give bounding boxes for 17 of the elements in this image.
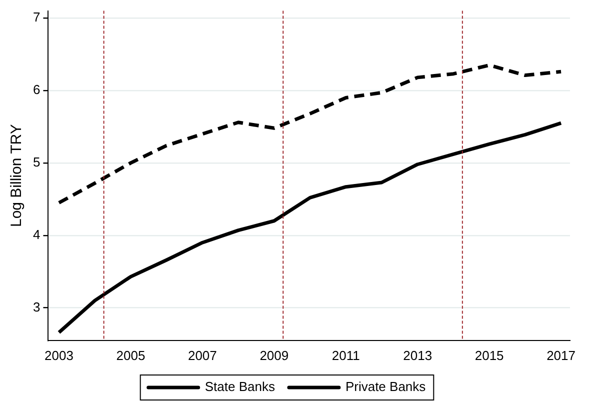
legend-label: State Banks (204, 379, 276, 394)
x-tick-label: 2015 (474, 348, 504, 363)
x-tick-label: 2003 (44, 348, 74, 363)
x-tick-label: 2009 (260, 348, 289, 363)
x-tick-label: 2011 (332, 348, 360, 363)
y-tick-label: 7 (32, 10, 40, 25)
y-tick-label: 6 (32, 82, 40, 98)
legend-label: Private Banks (345, 379, 426, 394)
x-tick-label: 2005 (116, 348, 146, 363)
x-tick-label: 2017 (546, 348, 576, 363)
x-tick-label: 2013 (403, 348, 432, 363)
y-tick-label: 3 (32, 299, 40, 314)
y-tick-label: 4 (32, 226, 40, 242)
line-series (57, 63, 563, 205)
y-tick-label: 5 (32, 154, 40, 170)
x-tick-label: 2007 (188, 348, 217, 363)
y-axis-title: Log Billion TRY (8, 124, 26, 228)
